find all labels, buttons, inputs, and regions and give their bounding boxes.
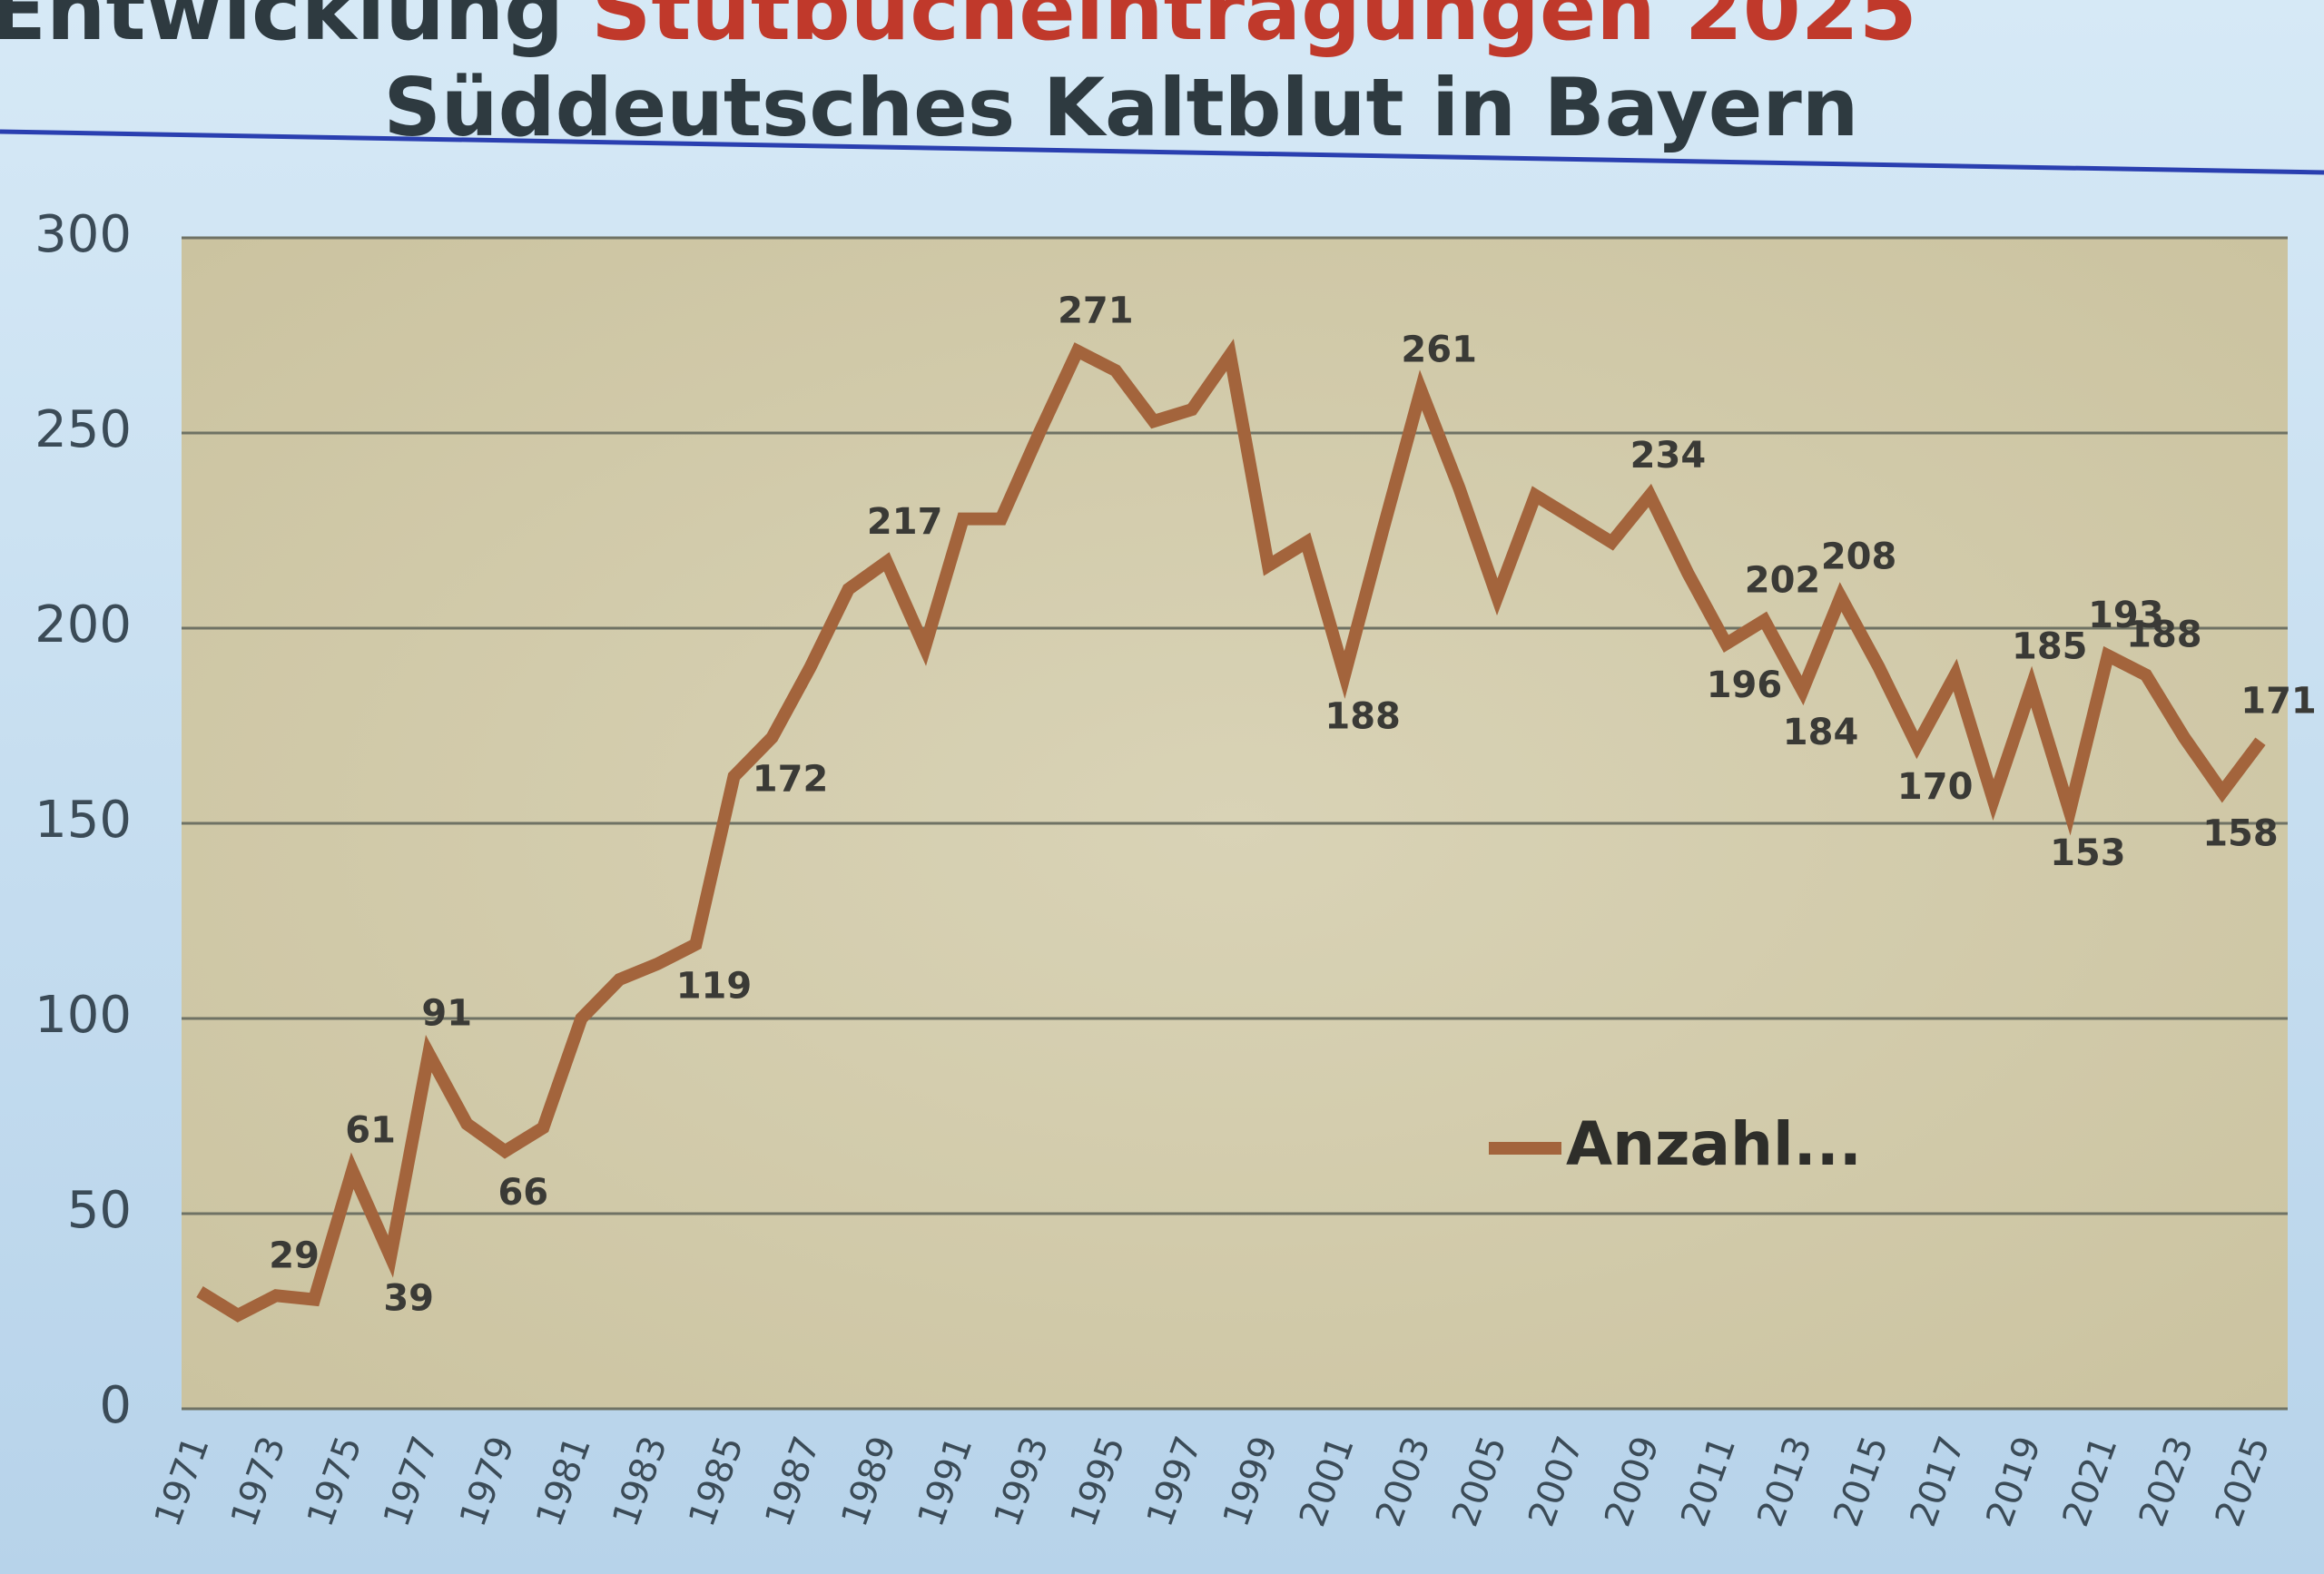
data-label: 91 [421,993,472,1035]
data-label: 66 [497,1172,548,1214]
data-label: 184 [1783,712,1859,753]
data-label: 39 [383,1277,434,1319]
title-highlight: Stutbucheintragungen 2025 [591,0,1917,59]
data-label: 202 [1745,559,1821,601]
title-part: Entwicklung [0,0,564,59]
y-tick-label: 300 [34,205,132,264]
data-label: 61 [345,1110,396,1152]
y-tick-label: 200 [34,595,132,654]
y-tick-label: 50 [67,1181,132,1240]
data-label: 217 [867,501,943,543]
data-label: 188 [1324,696,1401,738]
data-label: 271 [1058,290,1134,332]
data-label: 261 [1401,330,1477,371]
chart-title: Entwicklung Stutbucheintragungen 2025 [0,0,1917,59]
data-label: 193 [2088,595,2164,636]
data-label: 171 [2240,681,2317,723]
y-tick-label: 150 [34,791,132,850]
data-line [196,339,2266,1323]
data-label: 208 [1821,536,1897,578]
data-label: 188 [2126,615,2202,656]
data-label: 185 [2012,626,2088,668]
data-label: 153 [2050,832,2126,874]
data-label: 158 [2202,813,2279,855]
title-rule [0,129,2324,175]
y-tick-label: 0 [99,1376,132,1435]
data-label: 172 [753,758,829,800]
data-label: 196 [1707,664,1783,706]
data-label: 170 [1897,766,1974,808]
y-tick-label: 100 [34,986,132,1045]
legend-label: Anzahl... [1566,1109,1862,1179]
data-label: 119 [676,965,753,1007]
chart-subtitle: Süddeutsches Kaltblut in Bayern [384,61,1859,154]
data-label: 29 [269,1235,320,1276]
data-label: 234 [1630,435,1707,477]
y-tick-label: 250 [34,400,132,459]
